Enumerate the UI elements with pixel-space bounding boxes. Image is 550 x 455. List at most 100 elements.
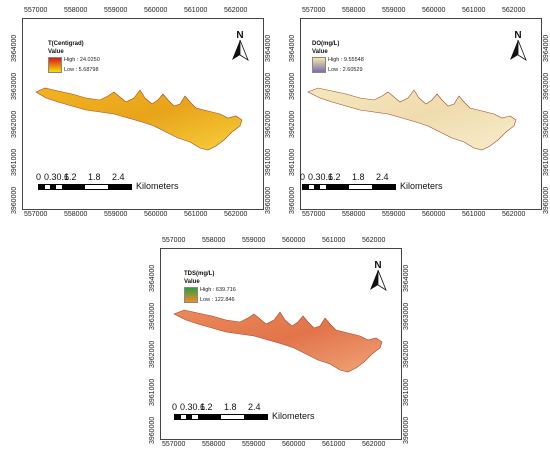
map-panel-total-dissolved-solids: TDS(mg/L) Value High : 639.716 Low : 122… bbox=[138, 230, 410, 455]
legend-subtitle: Value bbox=[184, 279, 200, 285]
x-tick-label: 561000 bbox=[184, 7, 208, 14]
scale-bar-graphic bbox=[38, 184, 132, 190]
y-tick-label: 3960000 bbox=[265, 186, 272, 214]
x-tick-label: 560000 bbox=[144, 7, 168, 14]
x-tick-label: 559000 bbox=[104, 7, 128, 14]
scale-label: 1.8 bbox=[88, 172, 101, 182]
x-tick-label: 561000 bbox=[322, 441, 346, 448]
x-tick-label: 558000 bbox=[64, 7, 88, 14]
x-tick-label: 559000 bbox=[104, 211, 128, 218]
y-tick-label: 3964000 bbox=[149, 264, 156, 292]
x-tick-label: 560000 bbox=[422, 211, 446, 218]
x-tick-label: 557000 bbox=[302, 211, 326, 218]
y-tick-label: 3960000 bbox=[11, 186, 18, 214]
legend-high-label: High : 639.716 bbox=[200, 287, 236, 293]
legend-title: T(Centigrad) bbox=[48, 41, 84, 47]
y-tick-label: 3960000 bbox=[543, 186, 550, 214]
x-tick-label: 557000 bbox=[162, 237, 186, 244]
y-tick-label: 3961000 bbox=[149, 378, 156, 406]
x-tick-label: 558000 bbox=[202, 237, 226, 244]
x-tick-label: 560000 bbox=[144, 211, 168, 218]
y-tick-label: 3962000 bbox=[543, 110, 550, 138]
lake-map-temperature bbox=[35, 87, 243, 151]
legend-low-label: Low : 5.68798 bbox=[64, 67, 99, 73]
y-tick-label: 3964000 bbox=[11, 34, 18, 62]
scale-label: 0.30.6 bbox=[308, 172, 334, 182]
scale-bar: 0 0.30.6 1.2 1.8 2.4 Kilometers bbox=[36, 172, 226, 196]
y-tick-label: 3964000 bbox=[543, 34, 550, 62]
y-tick-label: 3962000 bbox=[289, 110, 296, 138]
legend-color-ramp bbox=[48, 57, 62, 73]
y-tick-label: 3962000 bbox=[265, 110, 272, 138]
x-tick-label: 559000 bbox=[382, 211, 406, 218]
x-tick-label: 558000 bbox=[64, 211, 88, 218]
scale-bar-graphic bbox=[174, 414, 268, 420]
x-tick-label: 561000 bbox=[184, 211, 208, 218]
scale-bar: 0 0.30.6 1.2 1.8 2.4 Kilometers bbox=[172, 402, 362, 426]
scale-label: 2.4 bbox=[248, 402, 261, 412]
y-tick-label: 3961000 bbox=[11, 148, 18, 176]
scale-label: 1.2 bbox=[200, 402, 213, 412]
x-tick-label: 560000 bbox=[282, 237, 306, 244]
x-tick-label: 559000 bbox=[382, 7, 406, 14]
legend-title: DO(mg/L) bbox=[312, 41, 340, 47]
legend-color-ramp bbox=[312, 57, 326, 73]
x-tick-label: 558000 bbox=[342, 211, 366, 218]
legend-high-label: High : 9.55548 bbox=[328, 57, 364, 63]
y-tick-label: 3961000 bbox=[289, 148, 296, 176]
x-tick-label: 557000 bbox=[24, 7, 48, 14]
north-label: N bbox=[374, 260, 382, 271]
x-tick-label: 562000 bbox=[224, 7, 248, 14]
y-tick-label: 3962000 bbox=[149, 340, 156, 368]
y-tick-label: 3960000 bbox=[289, 186, 296, 214]
scale-label: 0 bbox=[300, 172, 306, 182]
x-tick-label: 561000 bbox=[462, 211, 486, 218]
x-tick-label: 560000 bbox=[282, 441, 306, 448]
x-tick-label: 557000 bbox=[24, 211, 48, 218]
legend-title: TDS(mg/L) bbox=[184, 271, 215, 277]
y-tick-label: 3962000 bbox=[11, 110, 18, 138]
y-tick-label: 3961000 bbox=[403, 378, 410, 406]
scale-unit: Kilometers bbox=[400, 181, 443, 191]
scale-label: 1.8 bbox=[224, 402, 237, 412]
north-label: N bbox=[514, 30, 522, 41]
scale-bar-graphic bbox=[302, 184, 396, 190]
north-arrow-icon: N bbox=[228, 30, 252, 62]
y-tick-label: 3964000 bbox=[265, 34, 272, 62]
y-tick-label: 3963000 bbox=[289, 72, 296, 100]
north-label: N bbox=[236, 30, 244, 41]
x-tick-label: 562000 bbox=[362, 441, 386, 448]
y-tick-label: 3963000 bbox=[149, 302, 156, 330]
scale-label: 1.8 bbox=[352, 172, 365, 182]
scale-label: 0 bbox=[172, 402, 178, 412]
x-tick-label: 557000 bbox=[302, 7, 326, 14]
y-tick-label: 3964000 bbox=[403, 264, 410, 292]
x-tick-label: 561000 bbox=[322, 237, 346, 244]
north-arrow-icon: N bbox=[366, 260, 390, 292]
legend-low-label: Low : 122.846 bbox=[200, 297, 235, 303]
legend-color-ramp bbox=[184, 287, 198, 303]
scale-bar: 0 0.30.6 1.2 1.8 2.4 Kilometers bbox=[300, 172, 490, 196]
scale-label: 2.4 bbox=[376, 172, 389, 182]
x-tick-label: 562000 bbox=[502, 211, 526, 218]
x-tick-label: 562000 bbox=[502, 7, 526, 14]
scale-label: 1.2 bbox=[64, 172, 77, 182]
y-tick-label: 3963000 bbox=[543, 72, 550, 100]
y-tick-label: 3963000 bbox=[11, 72, 18, 100]
x-tick-label: 558000 bbox=[202, 441, 226, 448]
legend-high-label: High : 24.0250 bbox=[64, 57, 100, 63]
x-tick-label: 560000 bbox=[422, 7, 446, 14]
scale-label: 1.2 bbox=[328, 172, 341, 182]
x-tick-label: 561000 bbox=[462, 7, 486, 14]
map-panel-dissolved-oxygen: DO(mg/L) Value High : 9.55548 Low : 2.60… bbox=[278, 0, 550, 225]
x-tick-label: 559000 bbox=[242, 237, 266, 244]
y-tick-label: 3960000 bbox=[149, 416, 156, 444]
x-tick-label: 562000 bbox=[224, 211, 248, 218]
x-tick-label: 558000 bbox=[342, 7, 366, 14]
scale-label: 2.4 bbox=[112, 172, 125, 182]
x-tick-label: 557000 bbox=[162, 441, 186, 448]
scale-label: 0.30.6 bbox=[44, 172, 70, 182]
y-tick-label: 3960000 bbox=[403, 416, 410, 444]
scale-unit: Kilometers bbox=[136, 181, 179, 191]
legend-subtitle: Value bbox=[312, 49, 328, 55]
